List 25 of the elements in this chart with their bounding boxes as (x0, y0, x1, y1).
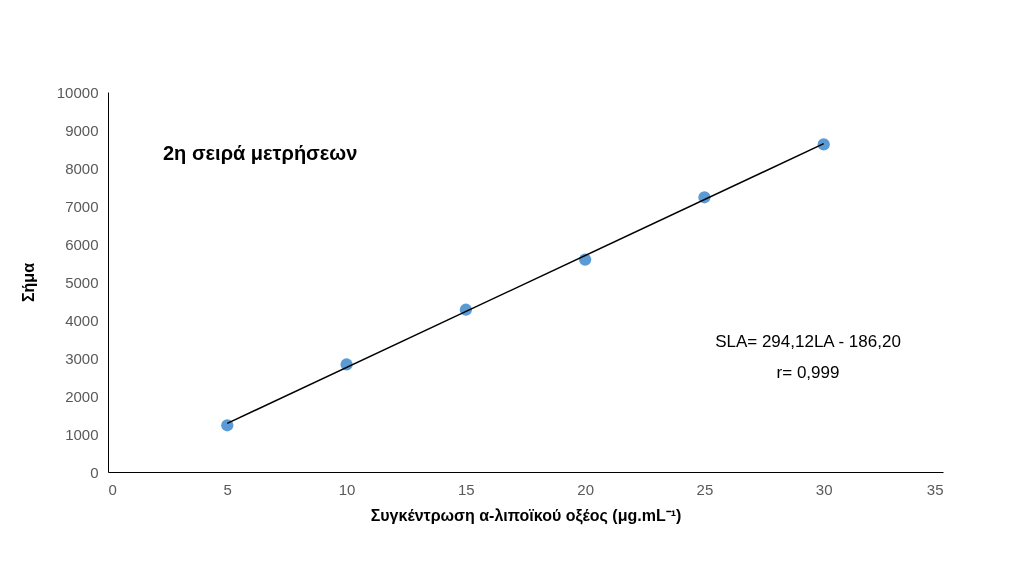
y-tick-label: 3000 (65, 349, 99, 367)
y-tick-label: 2000 (65, 387, 99, 405)
x-tick-label: 5 (223, 480, 232, 498)
x-tick-label: 0 (108, 480, 117, 498)
x-axis-title: Συγκέντρωση α-λιποϊκού οξέος (μg.mL⁻¹) (370, 506, 682, 525)
y-tick-label: 9000 (65, 121, 99, 139)
x-tick-label: 10 (338, 480, 356, 498)
y-tick-label: 6000 (65, 235, 99, 253)
x-tick-label: 15 (458, 480, 475, 498)
y-tick-label: 7000 (65, 197, 99, 215)
y-tick-label: 4000 (65, 311, 99, 329)
y-tick-label: 5000 (65, 273, 99, 291)
text: 2η σειρά μετρήσεων (163, 142, 358, 164)
y-tick-label: 10000 (56, 83, 99, 101)
y-tick-label: 8000 (65, 159, 99, 177)
x-tick-label: 30 (815, 480, 833, 498)
y-axis-title: Σήμα (19, 262, 37, 302)
x-tick-label: 20 (577, 480, 594, 498)
y-tick-label: 1000 (65, 425, 99, 443)
x-tick-label: 25 (696, 480, 714, 498)
y-tick-label: 0 (90, 463, 99, 481)
x-tick-label: 35 (926, 480, 944, 498)
annotation: SLA= 294,12LA - 186,20 (715, 332, 901, 351)
annotation: r= 0,999 (776, 363, 840, 382)
point (221, 419, 234, 432)
